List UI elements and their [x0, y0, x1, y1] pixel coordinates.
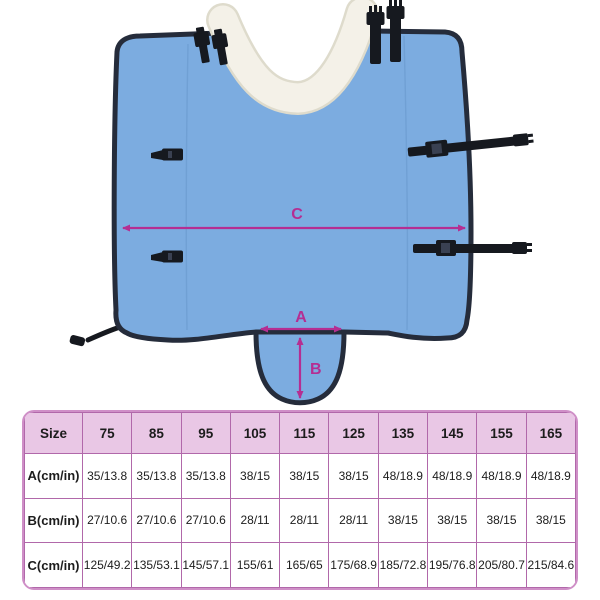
value-cell: 155/61 — [229, 542, 281, 588]
value-cell: 27/10.6 — [81, 497, 133, 544]
left-clip-1 — [151, 148, 183, 161]
apron-body — [111, 21, 474, 343]
value-cell: 38/15 — [377, 497, 429, 544]
value-cell: 48/18.9 — [525, 453, 576, 499]
value-cell: 48/18.9 — [427, 453, 478, 499]
value-cell: 48/18.9 — [377, 453, 429, 499]
dimension-label-b: B — [310, 361, 322, 378]
size-column-header: 145 — [427, 412, 478, 454]
row-label: C(cm/in) — [24, 542, 83, 588]
value-cell: 215/84.6 — [525, 542, 576, 588]
value-cell: 165/65 — [279, 542, 330, 588]
value-cell: 195/76.8 — [427, 542, 478, 588]
value-cell: 27/10.6 — [131, 497, 182, 544]
tie-cord — [85, 324, 123, 343]
size-chart-body: A(cm/in) 35/13.8 35/13.8 35/13.8 38/15 38/15 3… — [24, 453, 576, 588]
table-row: B(cm/in) 27/10.6 27/10.6 27/10.6 28/11 28/11 2… — [24, 497, 576, 544]
size-column-header: 95 — [180, 412, 231, 454]
value-cell: 175/68.9 — [328, 542, 379, 588]
seam-line-right — [403, 35, 409, 331]
size-column-header: 165 — [525, 412, 576, 454]
value-cell: 185/72.8 — [377, 542, 429, 588]
seam-line-left — [185, 43, 189, 331]
value-cell: 135/53.1 — [131, 542, 182, 588]
value-cell: 28/11 — [328, 497, 379, 544]
size-column-header: 135 — [377, 412, 429, 454]
value-cell: 35/13.8 — [81, 453, 133, 499]
value-cell: 28/11 — [279, 497, 330, 544]
right-strap-1 — [407, 133, 534, 158]
size-chart-table: Size 75 85 95 105 115 125 135 145 155 165 A(cm/in)… — [22, 410, 578, 590]
right-strap-2 — [413, 240, 532, 256]
value-cell: 38/15 — [525, 497, 576, 544]
value-cell: 38/15 — [427, 497, 478, 544]
left-clip-2 — [151, 250, 183, 263]
row-label: A(cm/in) — [24, 453, 83, 499]
neck-collar — [208, 0, 377, 113]
top-right-strap-2 — [386, 0, 405, 62]
size-header-cell: Size — [24, 412, 83, 454]
size-column-header: 115 — [279, 412, 330, 454]
top-right-strap-1 — [366, 5, 385, 64]
tie-hook — [69, 335, 86, 347]
dimension-label-a: A — [295, 309, 307, 326]
size-column-header: 85 — [131, 412, 182, 454]
size-column-header: 75 — [81, 412, 133, 454]
value-cell: 35/13.8 — [131, 453, 182, 499]
dimension-label-c: C — [291, 206, 303, 223]
value-cell: 38/15 — [476, 497, 527, 544]
value-cell: 125/49.2 — [81, 542, 133, 588]
value-cell: 48/18.9 — [476, 453, 527, 499]
size-column-header: 125 — [328, 412, 379, 454]
value-cell: 28/11 — [229, 497, 281, 544]
table-row: A(cm/in) 35/13.8 35/13.8 35/13.8 38/15 38/15 3… — [24, 453, 576, 499]
product-diagram: C A B — [69, 0, 534, 406]
value-cell: 38/15 — [229, 453, 281, 499]
value-cell: 38/15 — [328, 453, 379, 499]
top-left-buckle-1 — [193, 26, 211, 64]
size-chart-header: Size 75 85 95 105 115 125 135 145 155 165 — [24, 412, 576, 454]
value-cell: 205/80.7 — [476, 542, 527, 588]
table-row: C(cm/in) 125/49.2 135/53.1 145/57.1 155/61 16… — [24, 542, 576, 588]
size-column-header: 105 — [229, 412, 281, 454]
value-cell: 27/10.6 — [180, 497, 231, 544]
row-label: B(cm/in) — [24, 497, 83, 544]
size-column-header: 155 — [476, 412, 527, 454]
value-cell: 145/57.1 — [180, 542, 231, 588]
top-left-buckle-2 — [211, 28, 229, 66]
value-cell: 38/15 — [279, 453, 330, 499]
value-cell: 35/13.8 — [180, 453, 231, 499]
